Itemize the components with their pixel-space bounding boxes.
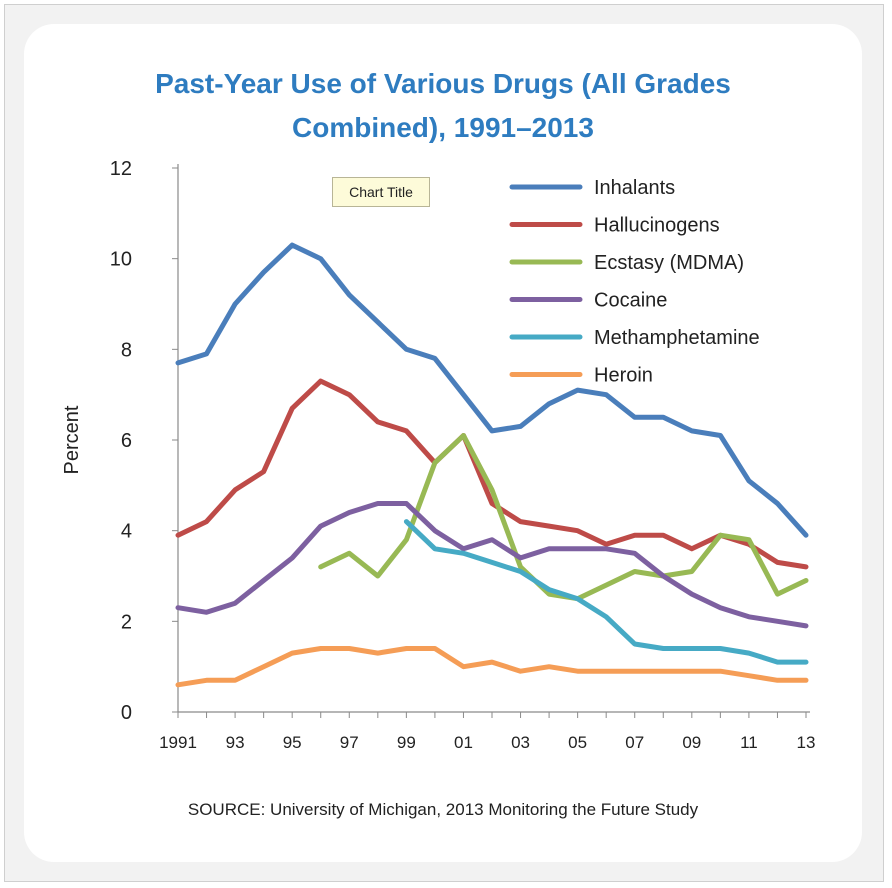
chart-title-line-2: Combined), 1991–2013 bbox=[292, 112, 594, 143]
axes: 0 2 4 6 8 10 12 Percent 1991 93 95 97 99 01 03 05 07 09 11… bbox=[61, 158, 815, 752]
legend: Inhalants Hallucinogens Ecstasy (MDMA) Coca… bbox=[509, 177, 760, 387]
x-tick-label: 97 bbox=[340, 733, 359, 752]
legend-label-heroin: Heroin bbox=[594, 365, 653, 387]
series-line-methamphetamine bbox=[403, 519, 809, 665]
legend-label-cocaine: Cocaine bbox=[594, 290, 667, 312]
y-tick-label: 8 bbox=[121, 339, 132, 361]
series-line-cocaine bbox=[175, 501, 809, 629]
x-tick-label: 09 bbox=[682, 733, 701, 752]
y-axis-title: Percent bbox=[61, 405, 83, 474]
legend-label-hallucinogens: Hallucinogens bbox=[594, 215, 720, 237]
series-line-heroin bbox=[175, 646, 809, 688]
y-tick-label: 4 bbox=[121, 521, 132, 543]
source-note: SOURCE: University of Michigan, 2013 Mon… bbox=[187, 800, 699, 819]
y-tick-label: 6 bbox=[121, 430, 132, 452]
y-tick-label: 2 bbox=[121, 611, 132, 633]
chart-title-tooltip: Chart Title bbox=[332, 177, 430, 207]
legend-label-inhalants: Inhalants bbox=[594, 177, 675, 199]
x-tick-label: 05 bbox=[568, 733, 587, 752]
chart-title-line-1: Past-Year Use of Various Drugs (All Grad… bbox=[155, 68, 731, 99]
x-tick-label: 11 bbox=[740, 733, 758, 752]
x-tick-label: 01 bbox=[454, 733, 473, 752]
x-tick-label: 99 bbox=[397, 733, 416, 752]
series-line-hallucinogens bbox=[175, 378, 809, 570]
y-tick-label: 0 bbox=[121, 702, 132, 724]
x-tick-label: 1991 bbox=[159, 733, 197, 752]
x-tick-label: 95 bbox=[283, 733, 302, 752]
y-tick-label: 10 bbox=[110, 249, 132, 271]
x-tick-label: 07 bbox=[625, 733, 644, 752]
x-tick-label: 93 bbox=[226, 733, 245, 752]
chart-title: Past-Year Use of Various Drugs (All Grad… bbox=[24, 62, 862, 150]
y-tick-label: 12 bbox=[110, 158, 132, 180]
series-lines bbox=[175, 242, 809, 688]
series-line-inhalants bbox=[175, 242, 809, 538]
x-tick-label: 13 bbox=[797, 733, 816, 752]
x-tick-label: 03 bbox=[511, 733, 530, 752]
legend-label-ecstasy-mdma: Ecstasy (MDMA) bbox=[594, 252, 744, 274]
legend-label-methamphetamine: Methamphetamine bbox=[594, 327, 760, 349]
